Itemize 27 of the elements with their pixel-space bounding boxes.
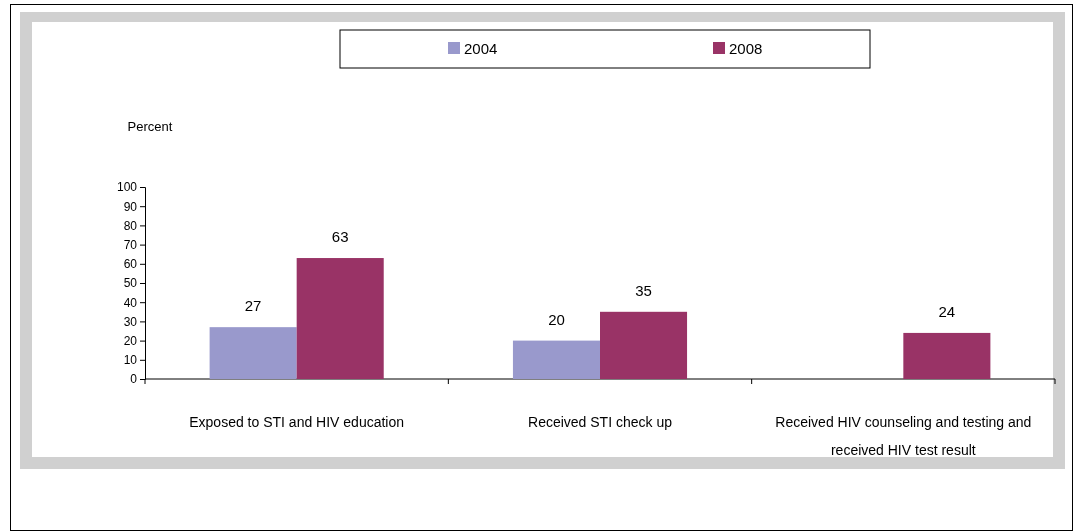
data-label: 35 xyxy=(635,281,652,299)
x-tick-label: Received HIV counseling and testing and received HIV test result xyxy=(775,414,1032,458)
legend-label: 2004 xyxy=(464,40,498,57)
y-tick-label: 20 xyxy=(123,333,138,348)
bar xyxy=(600,311,688,379)
bar xyxy=(903,332,991,379)
y-tick-label: 50 xyxy=(123,276,138,291)
data-label: 63 xyxy=(331,228,349,246)
y-axis-title: Percent xyxy=(127,119,173,134)
y-tick-label: 10 xyxy=(123,353,138,368)
bar xyxy=(296,258,384,379)
x-tick-label: Received STI check up xyxy=(528,414,673,430)
y-tick-label: 70 xyxy=(123,237,138,252)
y-tick-label: 90 xyxy=(123,199,138,214)
legend-label: 2008 xyxy=(729,40,763,57)
y-tick-label: 0 xyxy=(130,372,138,387)
y-tick-label: 100 xyxy=(116,180,138,195)
data-label: 20 xyxy=(548,310,565,328)
data-label: 27 xyxy=(244,297,262,315)
y-tick-label: 60 xyxy=(123,257,138,272)
y-tick-label: 30 xyxy=(123,314,138,329)
bar xyxy=(512,340,600,379)
data-label: 24 xyxy=(938,302,956,320)
y-tick-label: 40 xyxy=(123,295,138,310)
x-tick-label: Exposed to STI and HIV education xyxy=(189,414,405,430)
y-tick-label: 80 xyxy=(123,218,138,233)
bar xyxy=(209,327,297,379)
